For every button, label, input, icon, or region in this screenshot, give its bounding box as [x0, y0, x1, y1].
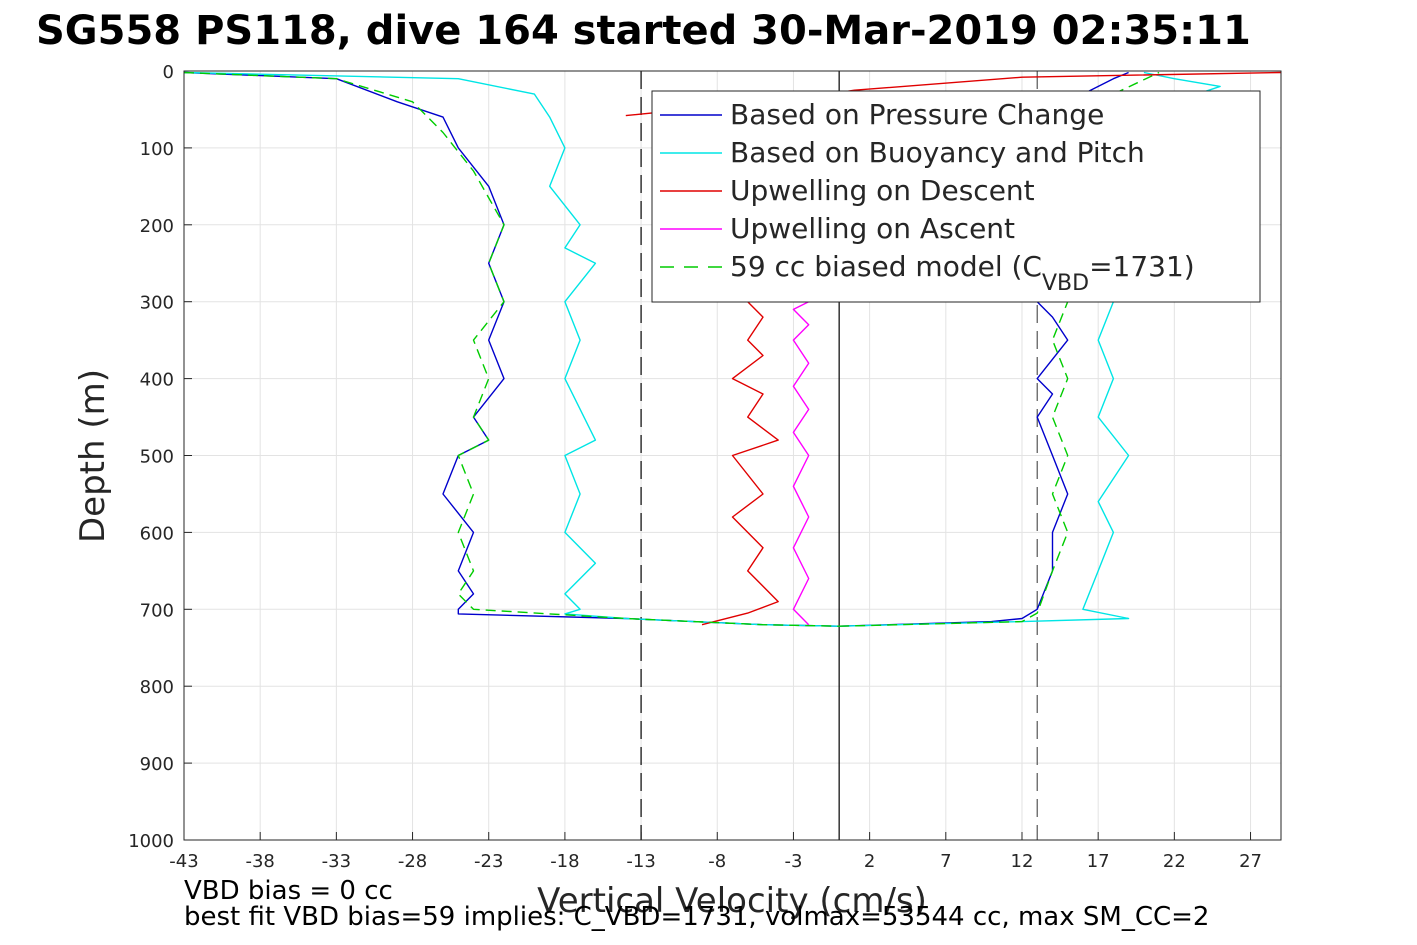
chart-title: SG558 PS118, dive 164 started 30-Mar-201… [36, 8, 1251, 54]
legend-label-text: Based on Pressure Change [730, 98, 1104, 131]
legend-label-text: Upwelling on Ascent [730, 212, 1015, 245]
legend-label-suffix: =1731) [1089, 250, 1195, 283]
legend-box [651, 90, 1261, 303]
x-axis-label: Vertical Velocity (cm/s) [537, 881, 927, 921]
y-tick-label: 1000 [128, 831, 174, 852]
x-tick-label: 7 [940, 851, 951, 872]
series-line-upwelling_descent [701, 293, 779, 626]
x-tick-label: -38 [245, 851, 274, 872]
legend-label: Based on Buoyancy and Pitch [730, 136, 1145, 169]
x-tick-label: -13 [626, 851, 655, 872]
y-tick-labels: 0 100 200 300 400 500 600 700 800 900 1000 [128, 62, 174, 852]
x-tick-label: 22 [1163, 851, 1186, 872]
series-line-biased_model_descent [183, 71, 840, 627]
x-tick-label: -3 [784, 851, 802, 872]
legend-label: Upwelling on Descent [730, 174, 1035, 207]
x-tick-label: -23 [474, 851, 503, 872]
best-fit-note: best fit VBD bias=59 implies: C_VBD=1731… [184, 902, 1210, 932]
legend-label: 59 cc biased model (CVBD=1731) [730, 250, 1195, 296]
x-tick-label: 27 [1239, 851, 1262, 872]
y-tick-label: 400 [140, 370, 174, 391]
legend-label: Upwelling on Ascent [730, 212, 1015, 245]
vbd-bias-note: VBD bias = 0 cc [184, 876, 393, 906]
y-tick-label: 100 [140, 139, 174, 160]
y-tick-label: 700 [140, 600, 174, 621]
x-tick-label: -43 [169, 851, 198, 872]
y-tick-label: 200 [140, 216, 174, 237]
y-tick-label: 900 [140, 754, 174, 775]
legend-label: Based on Pressure Change [730, 98, 1104, 131]
x-tick-label: -33 [322, 851, 351, 872]
y-tick-label: 500 [140, 447, 174, 468]
legend: Based on Pressure Change Based on Buoyanc… [651, 90, 1261, 303]
x-tick-label: 12 [1011, 851, 1034, 872]
series-line-buoyancy_descent [183, 71, 840, 627]
x-tick-label: 17 [1087, 851, 1110, 872]
x-tick-label: -28 [398, 851, 427, 872]
y-axis-label: Depth (m) [73, 369, 113, 543]
legend-label-subscript: VBD [1042, 271, 1089, 296]
x-tick-label: -8 [708, 851, 726, 872]
y-tick-label: 800 [140, 677, 174, 698]
x-tick-label: -18 [550, 851, 579, 872]
y-tick-label: 600 [140, 523, 174, 544]
plot-frame [183, 70, 1282, 841]
y-tick-label: 300 [140, 293, 174, 314]
legend-label-text: Upwelling on Descent [730, 174, 1035, 207]
series-line-upwelling_ascent [792, 293, 810, 626]
legend-label-text: 59 cc biased model (C [730, 250, 1042, 283]
x-tick-label: 2 [864, 851, 875, 872]
legend-label-text: Based on Buoyancy and Pitch [730, 136, 1145, 169]
x-tick-labels: -43 -38 -33 -28 -23 -18 -13 -8 -3 2 7 12 17 22 27 [169, 851, 1262, 872]
y-tick-label: 0 [163, 62, 174, 83]
